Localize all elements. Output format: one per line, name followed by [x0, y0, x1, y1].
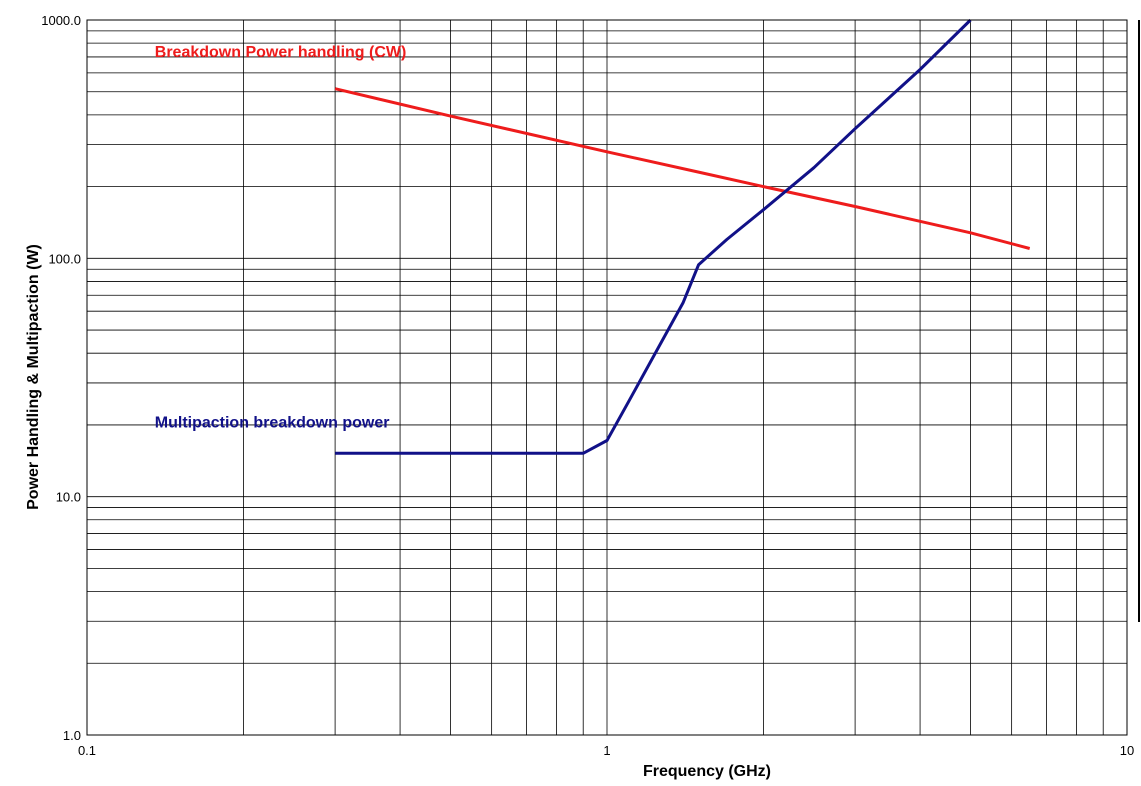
series-line-2	[335, 18, 972, 455]
series-label-2: Multipaction breakdown power	[155, 415, 390, 432]
x-tick-label: 1	[603, 743, 610, 758]
y-tick-label: 1.0	[63, 728, 81, 743]
series-labels: Breakdown Power handling (CW) Multipactio…	[155, 44, 407, 432]
y-axis-title: Power Handling & Multipaction (W)	[25, 244, 42, 510]
y-tick-label: 1000.0	[41, 13, 81, 28]
plot-area-border	[86, 19, 1128, 736]
y-tick-label: 100.0	[48, 251, 81, 266]
x-tick-label: 10	[1120, 743, 1134, 758]
x-axis-title: Frequency (GHz)	[643, 763, 771, 780]
series-lines	[334, 18, 1031, 455]
tick-labels: 0.1 1 10 1.0 10.0 100.0 1000.0	[41, 13, 1134, 758]
x-tick-label: 0.1	[78, 743, 96, 758]
series-label-1: Breakdown Power handling (CW)	[155, 44, 407, 61]
grid	[87, 20, 1127, 735]
series-line-1	[334, 87, 1031, 250]
y-tick-label: 10.0	[56, 490, 81, 505]
